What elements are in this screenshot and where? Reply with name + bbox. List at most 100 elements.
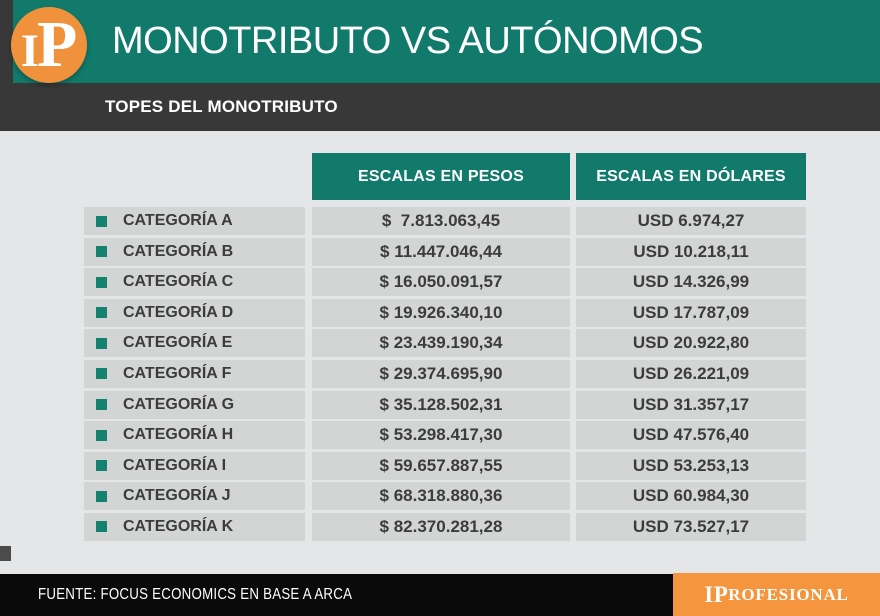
category-label: CATEGORÍA H <box>123 426 234 444</box>
table-row: CATEGORÍA J $ 68.318.880,36 USD 60.984,3… <box>84 482 806 511</box>
usd-value: USD 73.527,17 <box>632 516 750 536</box>
usd-value: USD 17.787,09 <box>632 302 750 322</box>
table-row: CATEGORÍA C $ 16.050.091,57 USD 14.326,9… <box>84 268 806 297</box>
table-row: CATEGORÍA K $ 82.370.281,28 USD 73.527,1… <box>84 512 806 541</box>
usd-cell: USD 47.576,40 <box>576 421 806 450</box>
pesos-value: $ 11.447.046,44 <box>380 241 502 261</box>
corner-notch-decoration <box>0 546 11 561</box>
category-bullet-icon <box>96 246 107 258</box>
pesos-value: $ 7.813.063,45 <box>381 211 501 230</box>
usd-value: USD 20.922,80 <box>632 333 750 353</box>
usd-value: USD 14.326,99 <box>632 272 750 292</box>
pesos-cell: $ 7.813.063,45 <box>312 207 570 235</box>
usd-value: USD 47.576,40 <box>632 425 750 445</box>
category-bullet-icon <box>96 490 107 502</box>
column-header-pesos: ESCALAS EN PESOS <box>312 153 570 200</box>
category-label: CATEGORÍA C <box>123 273 234 291</box>
pesos-value: $ 29.374.695,90 <box>379 363 503 383</box>
category-bullet-icon <box>96 215 107 227</box>
pesos-value: $ 23.439.190,34 <box>379 333 503 353</box>
pesos-cell: $ 59.657.887,55 <box>312 451 570 480</box>
table-row: CATEGORÍA E $ 23.439.190,34 USD 20.922,8… <box>84 329 806 358</box>
category-bullet-icon <box>96 429 107 441</box>
pesos-cell: $ 68.318.880,36 <box>312 482 570 511</box>
category-cell: CATEGORÍA H <box>84 421 305 450</box>
table-header-row: ESCALAS EN PESOS ESCALAS EN DÓLARES <box>84 153 806 200</box>
category-bullet-icon <box>96 276 107 288</box>
category-label: CATEGORÍA E <box>123 334 233 352</box>
usd-value: USD 31.357,17 <box>632 394 750 414</box>
category-cell: CATEGORÍA E <box>84 329 305 358</box>
pesos-cell: $ 29.374.695,90 <box>312 359 570 388</box>
category-cell: CATEGORÍA J <box>84 482 305 511</box>
category-cell: CATEGORÍA D <box>84 298 305 327</box>
usd-cell: USD 31.357,17 <box>576 390 806 419</box>
usd-cell: USD 73.527,17 <box>576 512 806 541</box>
usd-cell: USD 60.984,30 <box>576 482 806 511</box>
category-label: CATEGORÍA K <box>123 517 234 535</box>
usd-cell: USD 20.922,80 <box>576 329 806 358</box>
category-cell: CATEGORÍA I <box>84 451 305 480</box>
pesos-value: $ 19.926.340,10 <box>379 302 503 322</box>
usd-cell: USD 6.974,27 <box>576 207 806 235</box>
usd-value: USD 53.253,13 <box>632 455 750 475</box>
usd-cell: USD 53.253,13 <box>576 451 806 480</box>
pesos-cell: $ 35.128.502,31 <box>312 390 570 419</box>
category-cell: CATEGORÍA C <box>84 268 305 297</box>
table-row: CATEGORÍA G $ 35.128.502,31 USD 31.357,1… <box>84 390 806 419</box>
pesos-cell: $ 82.370.281,28 <box>312 512 570 541</box>
category-cell: CATEGORÍA A <box>84 207 305 235</box>
source-attribution: FUENTE: FOCUS ECONOMICS EN BASE A ARCA <box>38 586 353 603</box>
category-label: CATEGORÍA B <box>123 242 234 260</box>
category-cell: CATEGORÍA B <box>84 237 305 266</box>
logo-letter-i: I <box>20 25 39 77</box>
pesos-value: $ 82.370.281,28 <box>379 516 503 536</box>
table-row: CATEGORÍA H $ 53.298.417,30 USD 47.576,4… <box>84 421 806 450</box>
category-cell: CATEGORÍA K <box>84 512 305 541</box>
pesos-cell: $ 19.926.340,10 <box>312 298 570 327</box>
usd-cell: USD 17.787,09 <box>576 298 806 327</box>
usd-value: USD 60.984,30 <box>632 486 750 506</box>
header-banner <box>0 0 880 83</box>
usd-value: USD 10.218,11 <box>633 241 749 261</box>
category-bullet-icon <box>96 521 107 533</box>
table-row: CATEGORÍA B $ 11.447.046,44 USD 10.218,1… <box>84 237 806 266</box>
category-bullet-icon <box>96 337 107 349</box>
category-bullet-icon <box>96 368 107 380</box>
category-cell: CATEGORÍA F <box>84 359 305 388</box>
category-label: CATEGORÍA J <box>123 487 231 505</box>
category-label: CATEGORÍA A <box>123 212 233 229</box>
category-cell: CATEGORÍA G <box>84 390 305 419</box>
usd-cell: USD 26.221,09 <box>576 359 806 388</box>
usd-cell: USD 10.218,11 <box>576 237 806 266</box>
category-bullet-icon <box>96 399 107 411</box>
pesos-value: $ 35.128.502,31 <box>379 394 503 414</box>
category-label: CATEGORÍA I <box>123 456 227 474</box>
ip-logo-icon: I P <box>11 7 87 83</box>
subtitle-bar: TOPES DEL MONOTRIBUTO <box>0 83 880 131</box>
pesos-cell: $ 23.439.190,34 <box>312 329 570 358</box>
pesos-value: $ 68.318.880,36 <box>379 486 503 506</box>
category-label: CATEGORÍA D <box>123 303 234 321</box>
brand-text-ip: IP <box>704 581 729 607</box>
table-row: CATEGORÍA D $ 19.926.340,10 USD 17.787,0… <box>84 298 806 327</box>
usd-cell: USD 14.326,99 <box>576 268 806 297</box>
category-label: CATEGORÍA G <box>123 395 235 413</box>
pesos-value: $ 59.657.887,55 <box>379 455 503 475</box>
table-row: CATEGORÍA F $ 29.374.695,90 USD 26.221,0… <box>84 359 806 388</box>
monotributo-table: ESCALAS EN PESOS ESCALAS EN DÓLARES CATE… <box>84 153 806 544</box>
table-row: CATEGORÍA I $ 59.657.887,55 USD 53.253,1… <box>84 451 806 480</box>
category-bullet-icon <box>96 460 107 472</box>
header-spacer <box>84 153 305 200</box>
brand-text-rest: ROFESIONAL <box>728 584 849 604</box>
page-subtitle: TOPES DEL MONOTRIBUTO <box>105 97 338 116</box>
category-label: CATEGORÍA F <box>123 364 232 382</box>
pesos-cell: $ 11.447.046,44 <box>312 237 570 266</box>
page-title: MONOTRIBUTO VS AUTÓNOMOS <box>112 20 704 62</box>
table-row: CATEGORÍA A $ 7.813.063,45 USD 6.974,27 <box>84 207 806 235</box>
iprofesional-brand-badge: IP ROFESIONAL <box>673 573 880 616</box>
category-bullet-icon <box>96 307 107 319</box>
pesos-value: $ 53.298.417,30 <box>379 425 503 445</box>
column-header-dolares: ESCALAS EN DÓLARES <box>576 153 806 200</box>
